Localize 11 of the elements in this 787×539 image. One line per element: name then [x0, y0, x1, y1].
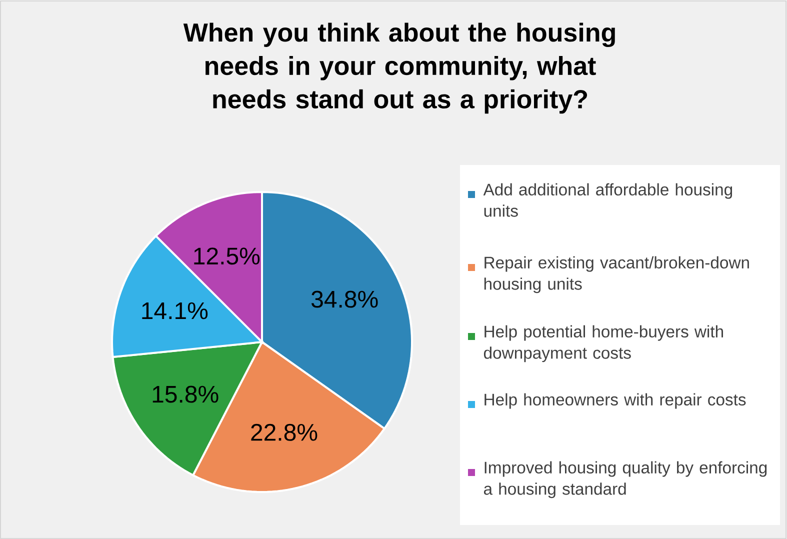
- legend-label: Repair existing vacant/broken-down housing units: [484, 256, 749, 294]
- data-label: 34.8%: [311, 290, 378, 308]
- data-label: 15.8%: [152, 386, 218, 403]
- data-label: 14.1%: [142, 302, 208, 320]
- legend-label: Improved housing quality by enforcing a housing standard: [484, 461, 767, 498]
- legend-label: Add additional affordable housing units: [483, 183, 732, 217]
- legend-label: Help homeowners with repair costs: [484, 393, 746, 409]
- legend-label: Help potential home-buyers with downpayment costs: [484, 325, 723, 362]
- data-label: 22.8%: [251, 424, 318, 441]
- chart-title: When you think about the housing needs in your community, what needs stand out as a priority?: [183, 22, 615, 114]
- data-label: 12.5%: [194, 248, 260, 265]
